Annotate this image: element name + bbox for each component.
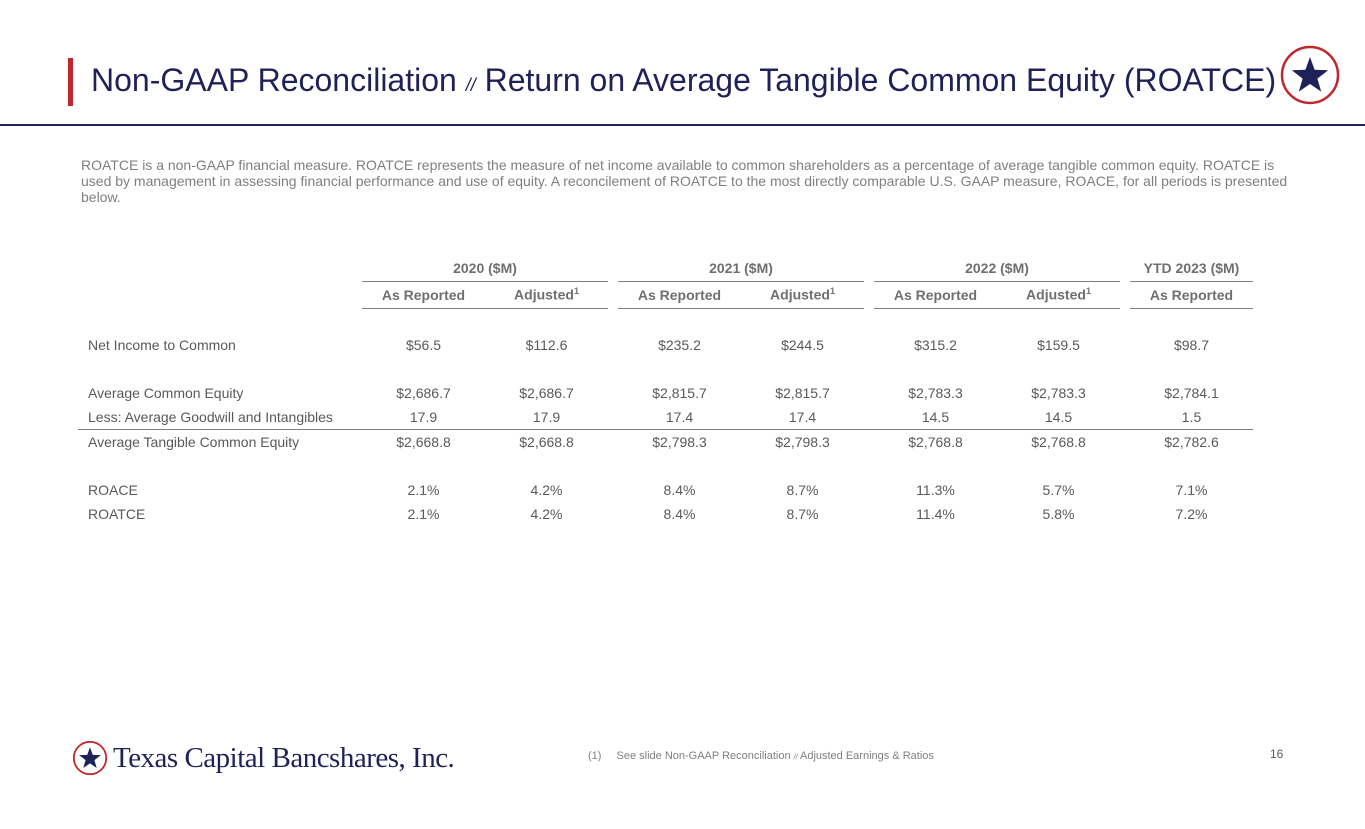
table-row: Net Income to Common $56.5 $112.6 $235.2… <box>78 333 1253 357</box>
cell-value: $235.2 <box>658 336 701 353</box>
cell-value: $2,686.7 <box>396 384 451 401</box>
table-row: ROATCE 2.1% 4.2% 8.4% 8.7% 11.4% 5.8% 7.… <box>78 502 1253 526</box>
cell-value: 2.1% <box>407 481 440 498</box>
page-number: 16 <box>1270 747 1284 761</box>
cell-value: 5.8% <box>1042 505 1075 522</box>
cell-value: $159.5 <box>1037 336 1080 353</box>
col-header-as-reported: As Reported <box>362 282 485 309</box>
cell-value: $2,783.3 <box>1031 384 1086 401</box>
row-label: Average Tangible Common Equity <box>78 428 362 454</box>
cell-value: 11.4% <box>916 505 955 522</box>
row-label: ROATCE <box>88 505 146 522</box>
cell-value: $2,768.8 <box>874 428 997 454</box>
group-header-2021: 2021 ($M) <box>618 256 864 282</box>
group-header-2020: 2020 ($M) <box>362 256 608 282</box>
cell-value: 2.1% <box>407 505 440 522</box>
cell-value: $2,686.7 <box>519 384 574 401</box>
row-label: Average Common Equity <box>88 384 244 401</box>
title-part2: Return on Average Tangible Common Equity… <box>484 62 1277 98</box>
row-label: Less: Average Goodwill and Intangibles <box>88 408 333 425</box>
table-row-total: Average Tangible Common Equity $2,668.8 … <box>78 428 1253 454</box>
footnote-text-part2: Adjusted Earnings & Ratios <box>799 750 934 762</box>
cell-value: 17.9 <box>409 408 438 425</box>
cell-value: 8.7% <box>786 505 819 522</box>
title-part1: Non-GAAP Reconciliation <box>91 62 457 98</box>
col-header-as-reported: As Reported <box>874 282 997 309</box>
cell-value: 4.2% <box>530 481 563 498</box>
row-label: ROACE <box>88 481 138 498</box>
cell-value: $2,668.8 <box>362 428 485 454</box>
page-title: Non-GAAP Reconciliation // Return on Ave… <box>91 62 1276 99</box>
cell-value: $2,782.6 <box>1130 428 1253 454</box>
footnote-text-part1: See slide Non-GAAP Reconciliation <box>616 750 791 762</box>
cell-value: $2,768.8 <box>997 428 1120 454</box>
cell-value: 4.2% <box>530 505 563 522</box>
cell-value: 11.3% <box>916 481 955 498</box>
cell-value: $244.5 <box>781 336 824 353</box>
cell-value: 8.7% <box>786 481 819 498</box>
cell-value: 7.2% <box>1175 505 1208 522</box>
footnote-ref: (1) <box>588 750 602 762</box>
group-header-row: 2020 ($M) 2021 ($M) 2022 ($M) YTD 2023 (… <box>78 256 1253 282</box>
group-header-2022: 2022 ($M) <box>874 256 1120 282</box>
col-header-adjusted: Adjusted1 <box>997 282 1120 309</box>
table-row: ROACE 2.1% 4.2% 8.4% 8.7% 11.3% 5.7% 7.1… <box>78 478 1253 502</box>
cell-value: 5.7% <box>1042 481 1075 498</box>
cell-value: $2,798.3 <box>618 428 741 454</box>
title-separator: // <box>465 75 476 95</box>
cell-value: 8.4% <box>663 481 696 498</box>
col-header-as-reported: As Reported <box>1130 282 1253 309</box>
cell-value: $2,783.3 <box>908 384 963 401</box>
title-accent-bar <box>68 58 73 106</box>
table-row: Less: Average Goodwill and Intangibles 1… <box>78 405 1253 430</box>
company-name: Texas Capital Bancshares, Inc. <box>113 742 455 774</box>
cell-value: $98.7 <box>1173 336 1210 353</box>
cell-value: $2,815.7 <box>775 384 830 401</box>
star-emblem-icon <box>1280 45 1340 105</box>
cell-value: 17.9 <box>532 408 561 425</box>
col-header-as-reported: As Reported <box>618 282 741 309</box>
cell-value: $2,815.7 <box>652 384 707 401</box>
footnote: (1) See slide Non-GAAP Reconciliation //… <box>588 750 934 762</box>
cell-value: 17.4 <box>665 408 694 425</box>
star-emblem-icon <box>72 740 108 776</box>
cell-value: $112.6 <box>525 336 568 353</box>
cell-value: 17.4 <box>788 408 817 425</box>
cell-value: $2,798.3 <box>741 428 864 454</box>
cell-value: 14.5 <box>921 408 950 425</box>
cell-value: 8.4% <box>663 505 696 522</box>
row-label: Net Income to Common <box>88 336 236 353</box>
intro-paragraph: ROATCE is a non-GAAP financial measure. … <box>81 157 1288 205</box>
title-divider <box>0 124 1365 126</box>
col-header-adjusted: Adjusted1 <box>741 282 864 309</box>
roatce-reconciliation-table: 2020 ($M) 2021 ($M) 2022 ($M) YTD 2023 (… <box>78 256 1253 526</box>
cell-value: 14.5 <box>1044 408 1073 425</box>
cell-value: 1.5 <box>1181 408 1202 425</box>
cell-value: 7.1% <box>1175 481 1208 498</box>
cell-value: $315.2 <box>914 336 957 353</box>
cell-value: $2,784.1 <box>1164 384 1219 401</box>
footnote-separator: // <box>793 754 798 761</box>
cell-value: $2,668.8 <box>485 428 608 454</box>
table-row: Average Common Equity $2,686.7 $2,686.7 … <box>78 381 1253 405</box>
col-header-adjusted: Adjusted1 <box>485 282 608 309</box>
group-header-ytd2023: YTD 2023 ($M) <box>1130 256 1253 282</box>
sub-header-row: As Reported Adjusted1 As Reported Adjust… <box>78 282 1253 309</box>
cell-value: $56.5 <box>405 336 442 353</box>
